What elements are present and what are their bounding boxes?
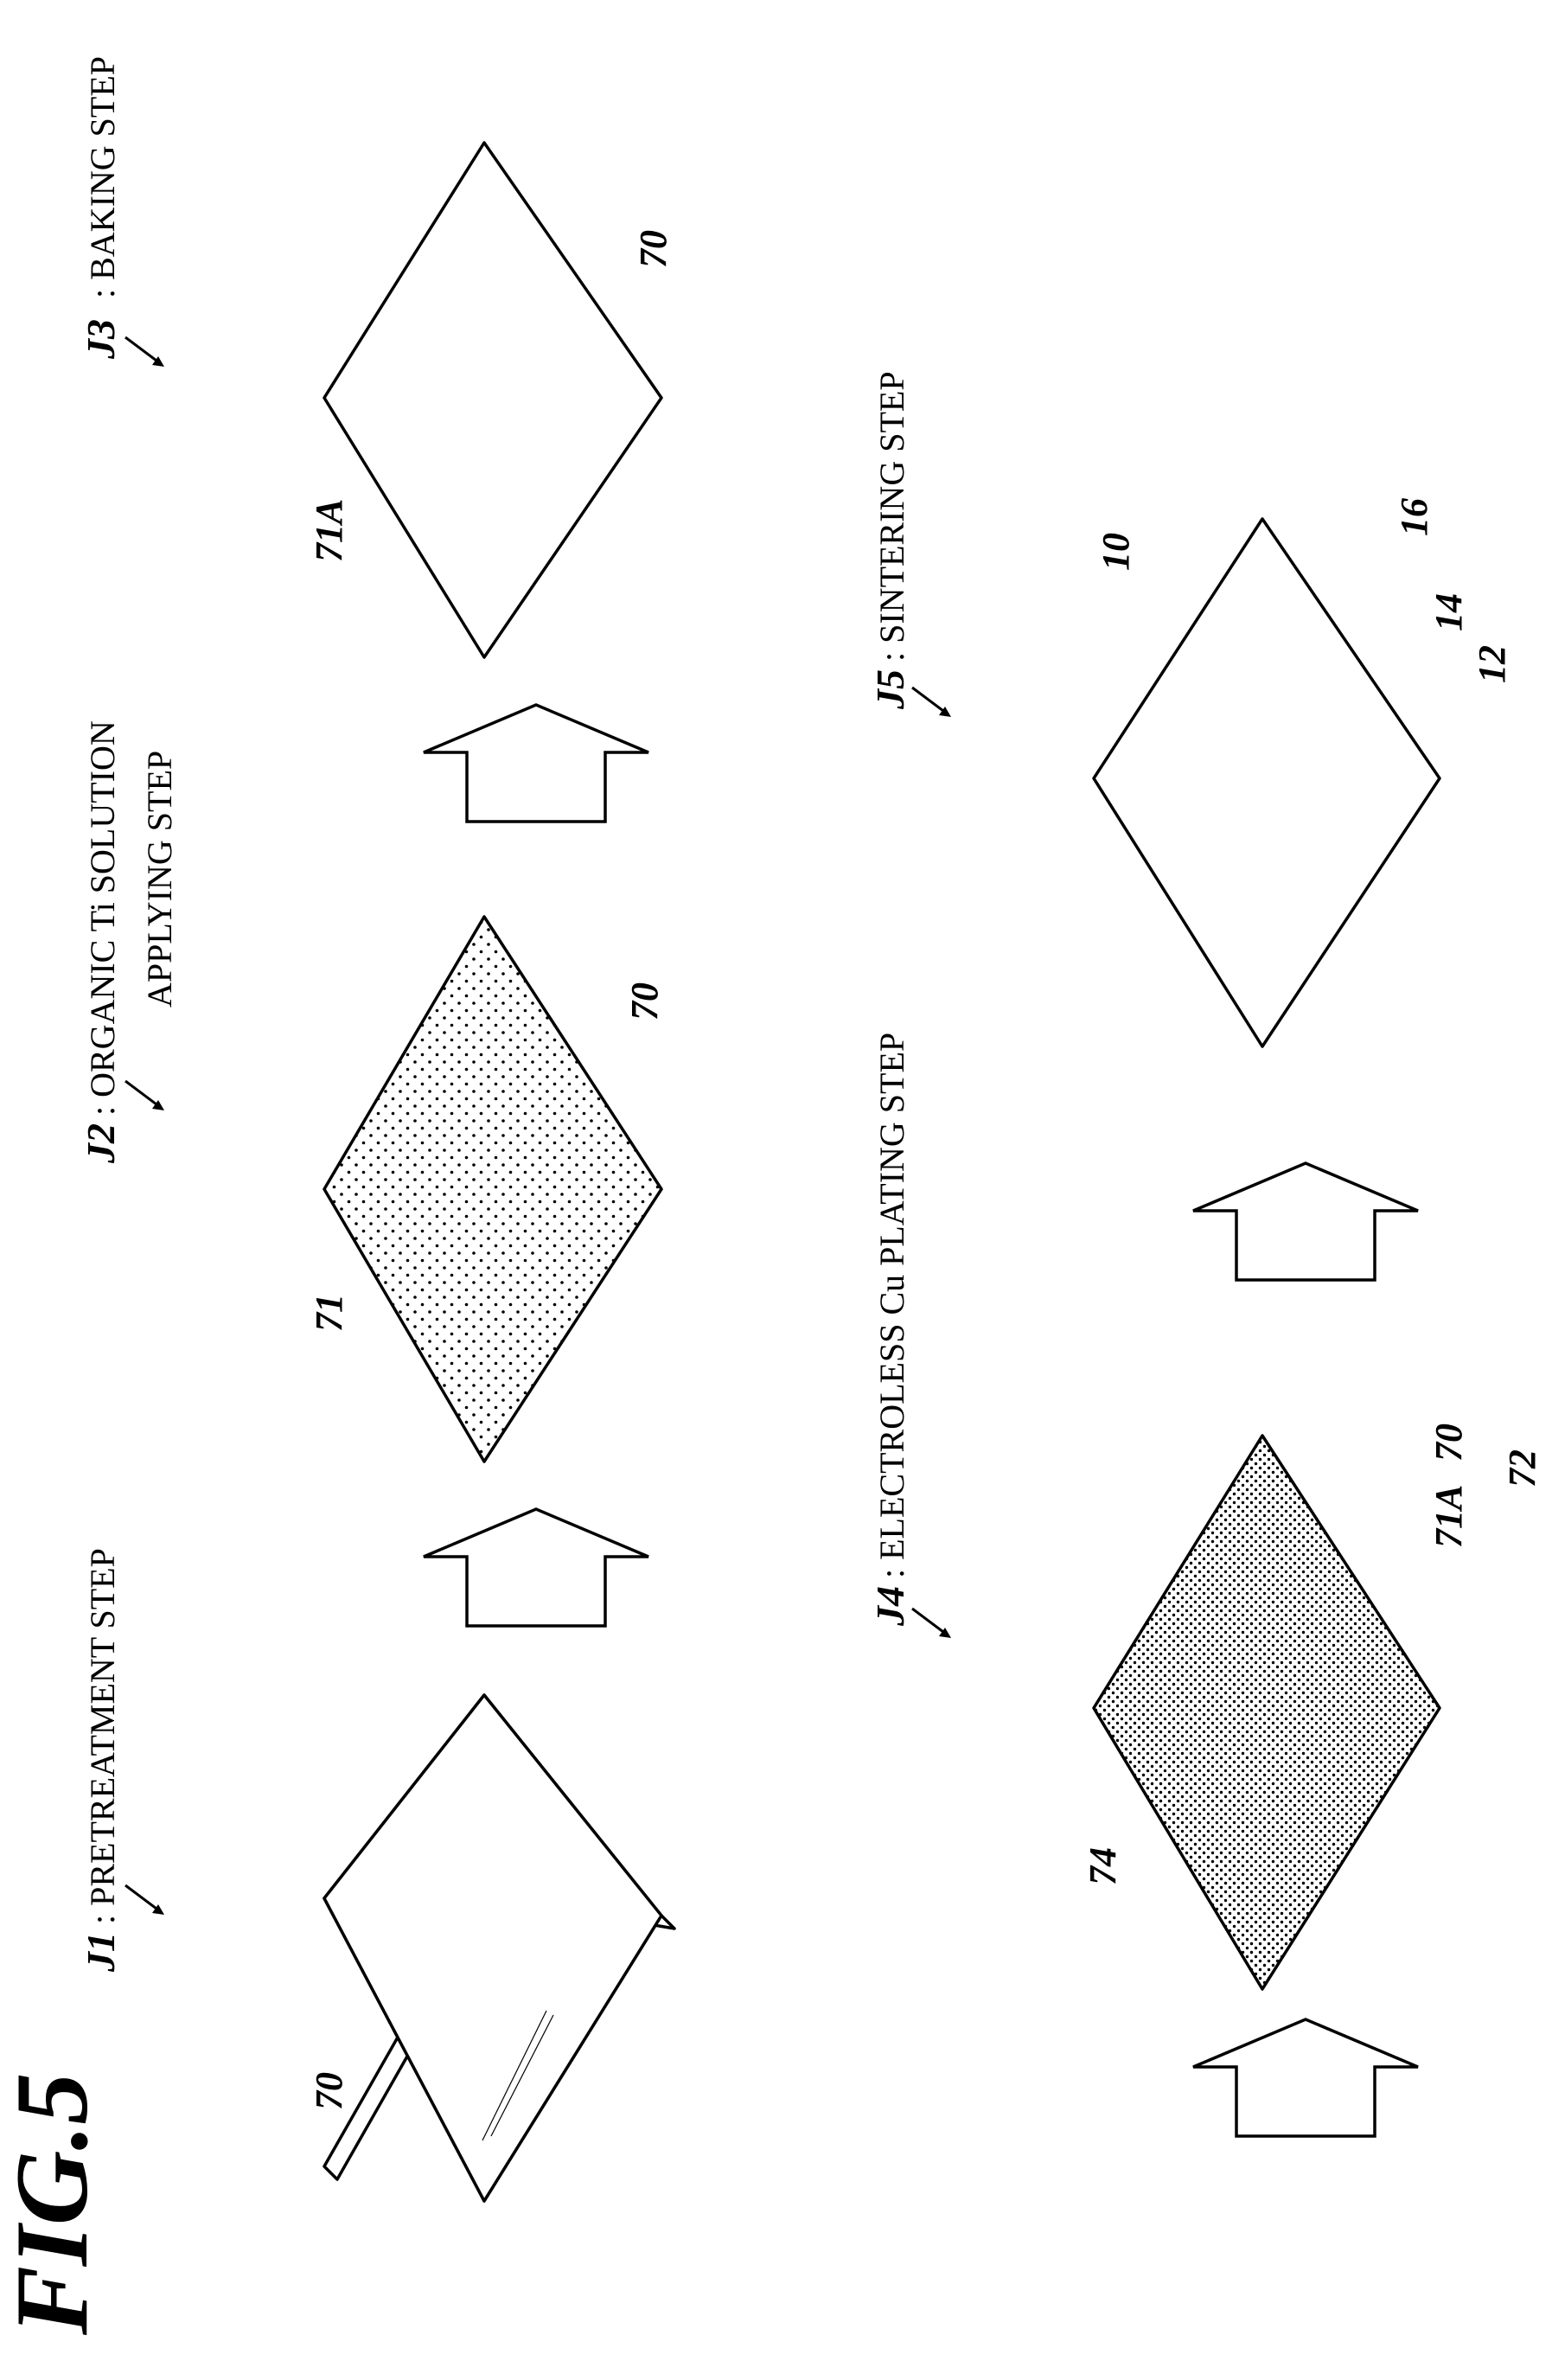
step-code: J3 [79, 319, 123, 360]
ref-j5-middle: 14 [1427, 593, 1470, 631]
step-label: : SINTERING STEP [872, 371, 911, 662]
step-code: J4 [868, 1586, 912, 1627]
step-code: J1 [79, 1932, 123, 1973]
ref-j2-substrate: 70 [623, 982, 666, 1020]
arrow-j4-to-j5 [1193, 1163, 1418, 1280]
arrow-j2-to-j3 [424, 705, 648, 822]
step-label: : ELECTROLESS Cu PLATING STEP [872, 1033, 911, 1578]
figure-title: FIG.5 [0, 2073, 109, 2336]
arrow-into-j4 [1193, 2019, 1418, 2136]
ref-j5-product: 10 [1095, 533, 1137, 571]
step-j5-caption: J5 : SINTERING STEP [868, 371, 951, 717]
ref-j4-plating: 74 [1082, 1847, 1124, 1885]
step-label: : BAKING STEP [83, 56, 122, 298]
plate-j3-baked [324, 143, 661, 657]
plate-j1-substrate [324, 1695, 674, 2201]
ref-j2-coating: 71 [308, 1294, 350, 1332]
ref-j5-top: 16 [1393, 498, 1435, 536]
step-j1-caption: J1 : PRETREATMENT STEP [79, 1548, 164, 1973]
ref-j5-bottom: 12 [1471, 645, 1513, 683]
ref-j4-substrate: 70 [1427, 1424, 1470, 1462]
step-j3-caption: J3 : BAKING STEP [79, 56, 164, 367]
ref-j3-layer: 71A [308, 499, 350, 562]
step-label-line2: APPLYING STEP [140, 751, 179, 1008]
plate-j5-product [1094, 519, 1440, 1046]
ref-j1-substrate: 70 [308, 2072, 350, 2110]
ref-j4-group: 72 [1501, 1449, 1543, 1488]
ref-j3-substrate: 70 [632, 230, 674, 268]
ref-j4-layer: 71A [1427, 1485, 1470, 1548]
step-code: J2 [79, 1123, 123, 1164]
plate-j4-plated [1094, 1436, 1440, 1989]
plate-j2-coated [324, 917, 661, 1462]
step-j4-caption: J4 : ELECTROLESS Cu PLATING STEP [868, 1033, 951, 1638]
arrow-j1-to-j2 [424, 1509, 648, 1626]
step-code: J5 [868, 669, 912, 710]
step-j2-caption: J2 : ORGANIC Ti SOLUTION APPLYING STEP [79, 720, 179, 1164]
step-label-line1: : ORGANIC Ti SOLUTION [83, 720, 122, 1116]
step-label: : PRETREATMENT STEP [83, 1548, 122, 1924]
